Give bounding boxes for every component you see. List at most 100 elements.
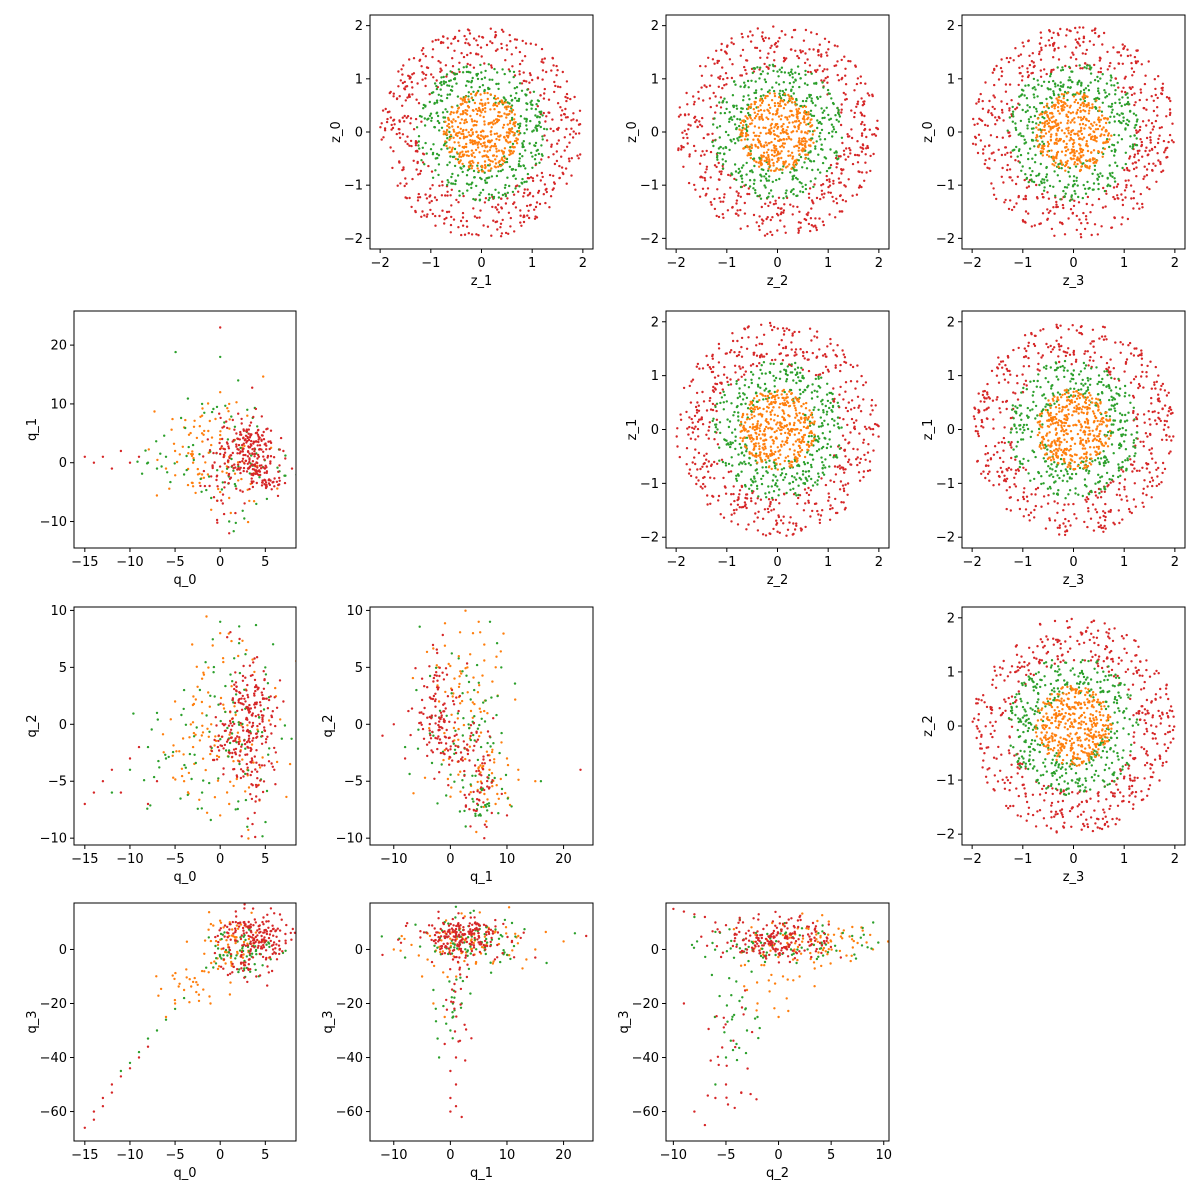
scatter-point bbox=[686, 103, 689, 106]
scatter-point bbox=[1066, 86, 1070, 89]
scatter-point bbox=[492, 119, 496, 122]
scatter-point bbox=[1035, 110, 1039, 113]
scatter-point bbox=[1105, 192, 1108, 195]
scatter-point bbox=[1078, 143, 1081, 146]
scatter-point bbox=[866, 92, 869, 95]
scatter-point bbox=[521, 182, 524, 185]
scatter-point bbox=[486, 97, 489, 101]
scatter-point bbox=[523, 191, 526, 195]
scatter-point bbox=[825, 106, 828, 110]
scatter-point bbox=[1165, 115, 1168, 118]
scatter-point bbox=[520, 82, 524, 85]
scatter-point bbox=[737, 171, 740, 175]
scatter-point bbox=[745, 528, 748, 531]
scatter-point bbox=[1094, 27, 1097, 30]
scatter-point bbox=[513, 201, 516, 204]
scatter-point bbox=[716, 443, 720, 446]
scatter-point bbox=[1079, 67, 1082, 70]
scatter-point bbox=[715, 165, 718, 169]
scatter-point bbox=[1052, 90, 1055, 93]
scatter-point bbox=[455, 198, 458, 202]
scatter-point bbox=[798, 153, 801, 156]
scatter-point bbox=[700, 416, 703, 419]
scatter-point bbox=[412, 128, 416, 131]
scatter-point bbox=[1088, 167, 1091, 170]
scatter-point bbox=[518, 160, 521, 163]
scatter-point bbox=[456, 134, 459, 138]
scatter-point bbox=[458, 136, 462, 140]
scatter-point bbox=[483, 120, 486, 123]
scatter-point bbox=[760, 113, 763, 116]
scatter-point bbox=[823, 116, 826, 120]
scatter-point bbox=[1072, 154, 1075, 157]
scatter-point bbox=[1127, 120, 1131, 123]
scatter-point bbox=[1042, 135, 1046, 138]
scatter-point bbox=[191, 481, 194, 485]
scatter-point bbox=[794, 78, 797, 81]
scatter-point bbox=[838, 393, 841, 396]
scatter-point bbox=[428, 114, 432, 118]
scatter-point bbox=[691, 461, 694, 464]
scatter-point bbox=[833, 151, 836, 154]
scatter-point bbox=[795, 353, 798, 356]
scatter-point bbox=[701, 116, 704, 120]
scatter-point bbox=[713, 62, 716, 65]
scatter-point bbox=[408, 58, 411, 61]
scatter-point bbox=[991, 105, 994, 109]
scatter-point bbox=[1080, 222, 1083, 225]
scatter-point bbox=[226, 426, 229, 430]
scatter-point bbox=[754, 100, 757, 104]
scatter-point bbox=[253, 455, 256, 458]
scatter-point bbox=[446, 194, 449, 197]
x-tick-label: −1 bbox=[1013, 256, 1032, 271]
scatter-point bbox=[714, 139, 717, 142]
scatter-point bbox=[807, 113, 810, 116]
scatter-point bbox=[534, 205, 538, 209]
scatter-point bbox=[564, 167, 568, 170]
scatter-point bbox=[506, 191, 509, 194]
scatter-point bbox=[708, 97, 712, 100]
scatter-point bbox=[1154, 93, 1158, 97]
scatter-point bbox=[1110, 134, 1113, 137]
scatter-point bbox=[507, 141, 510, 144]
scatter-point bbox=[420, 159, 423, 162]
scatter-point bbox=[434, 157, 437, 160]
scatter-point bbox=[1059, 81, 1062, 84]
scatter-point bbox=[471, 133, 474, 136]
scatter-point bbox=[1031, 131, 1035, 134]
scatter-point bbox=[519, 209, 522, 212]
scatter-point bbox=[1055, 157, 1058, 160]
scatter-point bbox=[198, 481, 201, 485]
scatter-point bbox=[483, 160, 487, 163]
scatter-point bbox=[1131, 162, 1135, 165]
scatter-point bbox=[699, 485, 702, 488]
scatter-point bbox=[193, 419, 196, 422]
scatter-point bbox=[424, 73, 428, 77]
scatter-point bbox=[1073, 189, 1076, 193]
scatter-point bbox=[461, 211, 465, 215]
scatter-point bbox=[492, 196, 495, 200]
scatter-point bbox=[518, 73, 521, 76]
scatter-point bbox=[862, 438, 866, 441]
scatter-point bbox=[771, 118, 774, 121]
scatter-point bbox=[1018, 148, 1021, 151]
scatter-point bbox=[791, 155, 795, 158]
scatter-point bbox=[560, 114, 563, 117]
scatter-point bbox=[806, 132, 809, 135]
scatter-point bbox=[269, 460, 272, 463]
scatter-point bbox=[1086, 195, 1090, 199]
scatter-point bbox=[851, 194, 854, 197]
scatter-point bbox=[825, 174, 828, 178]
scatter-point bbox=[1005, 56, 1009, 60]
scatter-point bbox=[450, 148, 454, 151]
scatter-point bbox=[557, 139, 560, 142]
scatter-point bbox=[990, 112, 993, 115]
scatter-point bbox=[866, 144, 869, 148]
scatter-point bbox=[454, 179, 457, 183]
scatter-point bbox=[1067, 129, 1070, 132]
scatter-point bbox=[1040, 46, 1043, 49]
scatter-point bbox=[483, 171, 486, 174]
scatter-point bbox=[450, 204, 453, 207]
scatter-point bbox=[431, 55, 434, 59]
scatter-point bbox=[823, 192, 826, 195]
